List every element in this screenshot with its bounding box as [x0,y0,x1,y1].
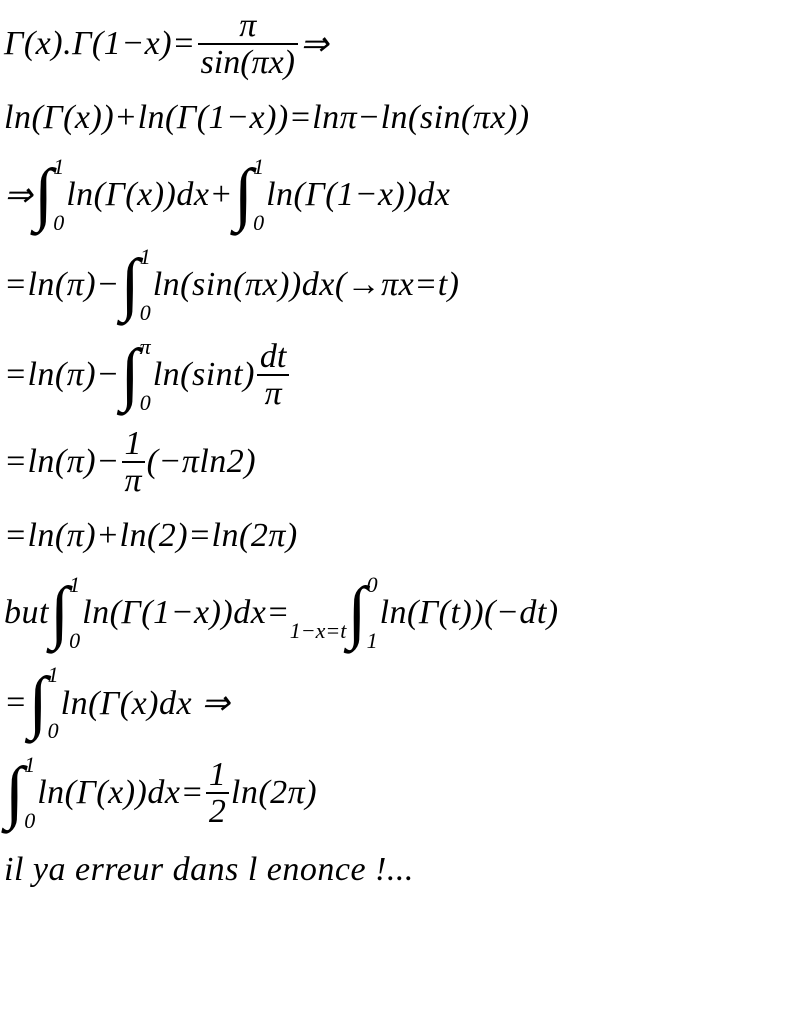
line-3: ⇒ ∫ 1 0 ln(Γ(x))dx+ ∫ 1 0 ln(Γ(1−x))dx [4,150,796,240]
integral-icon: ∫ [121,340,140,410]
integral-lower: 0 [24,808,35,834]
line-5: =ln(π)− ∫ π 0 ln(sint) dt π [4,330,796,420]
integral-lower: 0 [48,718,59,744]
line-2: ln(Γ(x))+ln(Γ(1−x))=lnπ−ln(sin(πx)) [4,86,796,150]
frac-denominator: π [262,376,285,411]
expr-text: (−πln2) [147,443,257,481]
expr-text: ln(2π) [231,774,317,812]
integral-upper: 1 [53,154,64,180]
expr-text: ln(sint) [153,356,255,394]
expr-text: =ln(π)− [4,266,120,304]
expr-text: but [4,594,49,632]
frac-numerator: 1 [206,758,229,792]
integral-upper: π [140,334,151,360]
implies-icon: ⇒ [300,24,329,64]
expr-text: ln(Γ(x)dx ⇒ [61,683,230,723]
line-11: il ya erreur dans l enonce !... [4,838,796,902]
frac-numerator: 1 [122,427,145,461]
line-6: =ln(π)− 1 π (−πln2) [4,420,796,504]
integral-lower: 1 [367,628,378,654]
subscript: 1−x=t [290,618,347,644]
expr-text: = [4,684,27,722]
integral-icon: ∫ [28,668,47,738]
integral-icon: ∫ [5,758,24,828]
math-derivation: Γ(x).Γ(1−x)= π sin(πx) ⇒ ln(Γ(x))+ln(Γ(1… [0,0,800,902]
line-1: Γ(x).Γ(1−x)= π sin(πx) ⇒ [4,2,796,86]
frac-denominator: 2 [206,794,229,829]
fraction: 1 π [120,427,147,498]
line-7: =ln(π)+ln(2)=ln(2π) [4,504,796,568]
fraction: dt π [255,340,291,411]
fraction: 1 2 [204,758,231,829]
implies-icon: ⇒ [4,175,33,215]
integral: ∫ 1 0 [49,574,70,652]
line-8: but ∫ 1 0 ln(Γ(1−x))dx= 1−x=t ∫ 0 1 ln(Γ… [4,568,796,658]
integral: ∫ 0 1 [346,574,367,652]
integral-upper: 0 [367,572,378,598]
fraction: π sin(πx) [196,9,300,80]
integral-lower: 0 [140,390,151,416]
expr-text: ln(sin(πx))dx(→πx=t) [153,266,460,304]
expr-text: ln(Γ(x))dx= [37,774,204,812]
expr-text: ln(Γ(1−x))dx= [82,594,290,632]
integral-icon: ∫ [34,160,53,230]
integral: ∫ π 0 [120,336,141,414]
integral-upper: 1 [24,752,35,778]
expr-text: =ln(π)− [4,356,120,394]
integral-upper: 1 [253,154,264,180]
integral-icon: ∫ [234,160,253,230]
integral-lower: 0 [140,300,151,326]
expr-text: =ln(π)− [4,443,120,481]
line-9: = ∫ 1 0 ln(Γ(x)dx ⇒ [4,658,796,748]
frac-denominator: π [122,463,145,498]
expr-text: ln(Γ(1−x))dx [266,176,450,214]
line-4: =ln(π)− ∫ 1 0 ln(sin(πx))dx(→πx=t) [4,240,796,330]
expr-text: Γ(x).Γ(1−x)= [4,25,196,63]
expr-text: ln(Γ(x))dx+ [66,176,233,214]
expr-text: ln(Γ(t))(−dt) [380,594,559,632]
comment-text: il ya erreur dans l enonce !... [4,851,414,889]
line-10: ∫ 1 0 ln(Γ(x))dx= 1 2 ln(2π) [4,748,796,838]
integral-icon: ∫ [121,250,140,320]
integral-lower: 0 [69,628,80,654]
integral: ∫ 1 0 [27,664,48,742]
integral-upper: 1 [140,244,151,270]
integral: ∫ 1 0 [120,246,141,324]
integral-upper: 1 [48,662,59,688]
integral-lower: 0 [53,210,64,236]
integral-lower: 0 [253,210,264,236]
frac-numerator: dt [257,340,289,374]
integral: ∫ 1 0 [33,156,54,234]
integral: ∫ 1 0 [233,156,254,234]
integral-upper: 1 [69,572,80,598]
integral-icon: ∫ [50,578,69,648]
expr-text: ln(Γ(x))+ln(Γ(1−x))=lnπ−ln(sin(πx)) [4,99,530,137]
frac-denominator: sin(πx) [198,45,298,80]
expr-text: =ln(π)+ln(2)=ln(2π) [4,517,298,555]
integral-icon: ∫ [347,578,366,648]
integral: ∫ 1 0 [4,754,25,832]
frac-numerator: π [236,9,259,43]
